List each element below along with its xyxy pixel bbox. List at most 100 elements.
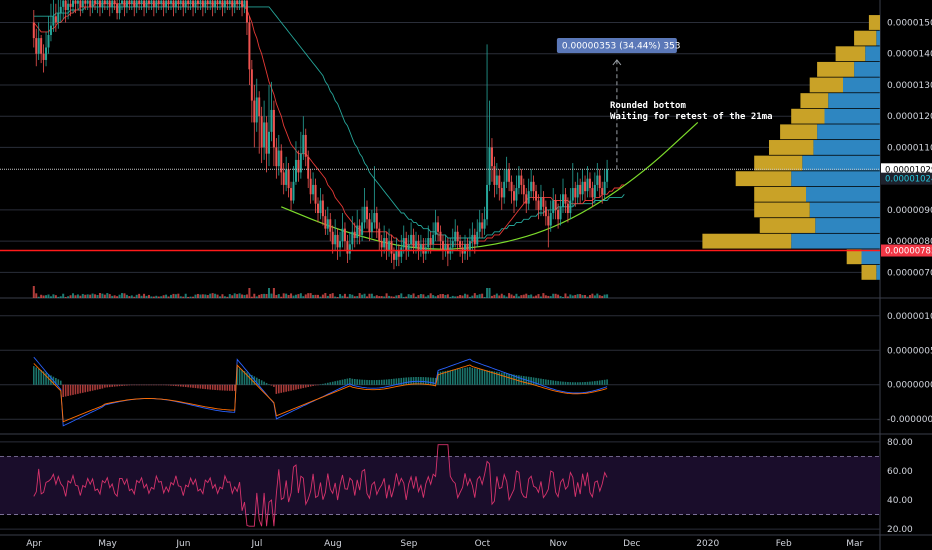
candle-body	[280, 150, 283, 173]
macd-histogram-bar	[532, 377, 535, 385]
candle-body	[343, 228, 346, 242]
macd-histogram-bar	[302, 384, 305, 389]
candle-body	[493, 166, 496, 185]
candle-body	[121, 0, 123, 4]
volume-bar	[427, 295, 430, 298]
macd-histogram-bar	[77, 384, 79, 394]
macd-histogram-bar	[307, 384, 309, 388]
candle-body	[155, 0, 158, 7]
volume-bar	[62, 293, 65, 298]
candle-body	[336, 234, 339, 248]
candle-body	[74, 0, 77, 4]
macd-histogram-bar	[518, 375, 520, 385]
candle-body	[481, 222, 484, 229]
measure-label: 0.00000353 (34.44%) 353	[562, 41, 681, 51]
measure-tool[interactable]: 0.00000353 (34.44%) 353	[556, 37, 681, 170]
time-axis[interactable]: Apr May Jun Jul Aug Sep Oct Nov Dec 2020 Feb Mar	[26, 539, 863, 549]
macd-histogram-bar	[466, 367, 469, 385]
volume-bar	[84, 294, 87, 298]
macd-histogram-bar	[82, 384, 84, 393]
macd-histogram-bar	[537, 378, 540, 385]
macd-histogram-bar	[581, 382, 584, 385]
volume-bar	[96, 294, 99, 298]
candle-body	[297, 159, 300, 173]
candle-body	[196, 0, 199, 4]
candle-body	[133, 0, 136, 7]
candle-body	[468, 241, 471, 251]
macd-histogram-bar	[549, 380, 552, 385]
macd-histogram-bar	[564, 381, 567, 385]
candle-body	[241, 0, 244, 7]
volume-bar	[422, 294, 425, 298]
profile-down-bar	[800, 93, 829, 108]
macd-histogram-bar	[378, 379, 381, 385]
candle-body	[260, 116, 263, 148]
price-axis[interactable]: 0.00001500 0.00001400 0.00001300 0.00001200…	[887, 18, 932, 535]
profile-up-bar	[806, 186, 880, 202]
candle-body	[270, 109, 273, 132]
candle-body	[353, 231, 356, 239]
macd-histogram-bar	[420, 377, 422, 385]
volume-bar	[385, 293, 388, 298]
macd-histogram-bar	[226, 384, 229, 391]
signal-line	[33, 363, 608, 423]
macd-histogram-bar	[405, 377, 407, 385]
candle-body	[601, 188, 604, 195]
candle-body	[147, 0, 150, 4]
profile-down-bar	[754, 202, 810, 218]
volume-bar	[94, 294, 97, 298]
candle-body	[189, 0, 192, 4]
volume-bar	[54, 295, 57, 298]
candle-body	[402, 238, 405, 248]
profile-up-bar	[791, 233, 880, 249]
macd-histogram-bar	[351, 378, 354, 385]
candle-body	[464, 244, 466, 254]
macd-histogram-bar	[498, 372, 501, 385]
candle-body	[361, 222, 364, 235]
volume-bar	[488, 288, 491, 298]
candle-body	[415, 241, 417, 248]
volume-bar	[562, 296, 564, 298]
macd-histogram-bar	[535, 377, 537, 385]
candle-body	[243, 0, 246, 7]
candle-body	[515, 188, 518, 201]
volume-bar	[520, 295, 523, 298]
volume-bar	[172, 293, 175, 298]
volume-bar	[206, 295, 209, 298]
macd-histogram-bar	[422, 377, 425, 385]
macd-histogram-bar	[366, 379, 368, 385]
volume-bar	[366, 296, 368, 298]
candle-body	[282, 172, 285, 185]
candle-body	[397, 250, 400, 257]
candle-body	[510, 181, 513, 192]
volume-bar	[140, 295, 143, 298]
volume-bar	[133, 296, 136, 298]
volume-bar	[383, 296, 386, 298]
macd-histogram-bar	[376, 380, 378, 385]
candle-body	[317, 203, 319, 214]
candle-body	[314, 184, 317, 204]
volume-bar	[245, 294, 248, 298]
macd-histogram-bar	[180, 384, 182, 387]
volume-profile	[702, 15, 880, 280]
profile-up-bar	[791, 171, 880, 187]
volume-bar	[40, 294, 43, 298]
candle-body	[135, 0, 138, 7]
candle-body	[549, 213, 552, 226]
profile-up-bar	[824, 108, 880, 124]
volume-bar	[552, 293, 555, 298]
volume-bar	[319, 296, 322, 298]
volume-bar	[282, 293, 285, 298]
macd-histogram-bar	[486, 370, 488, 385]
profile-up-bar	[809, 202, 880, 218]
volume-bar	[397, 295, 400, 298]
volume-bar	[219, 296, 221, 298]
candle-body	[94, 0, 97, 4]
volume-bar	[162, 295, 165, 298]
volume-bar	[64, 296, 67, 298]
macd-histogram-bar	[395, 378, 398, 385]
candle-body	[290, 188, 293, 201]
macd-histogram-bar	[145, 384, 148, 386]
volume-bar	[579, 294, 582, 298]
